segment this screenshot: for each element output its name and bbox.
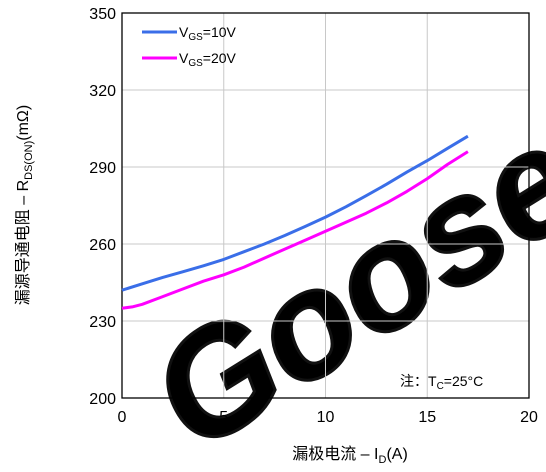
y-tick-label: 290 (89, 160, 116, 177)
x-tick-label: 20 (520, 409, 538, 426)
y-tick-label: 200 (89, 391, 116, 408)
y-axis-label: 漏源导通电阻 – RDS(ON)(mΩ) (14, 105, 35, 305)
y-tick-label: 350 (89, 6, 116, 23)
x-tick-label: 0 (118, 409, 127, 426)
series-lines (121, 134, 469, 310)
y-tick-label: 260 (89, 237, 116, 254)
legend: VGS=10V VGS=20V (142, 24, 237, 69)
watermark-text: Goose (123, 92, 546, 472)
watermark: Goose (121, 91, 546, 472)
series-line-vgs10 (121, 134, 469, 292)
x-axis-label: 漏极电流 – ID(A) (292, 445, 408, 466)
legend-label-vgs20: VGS=20V (179, 50, 237, 69)
series-line-vgs20 (121, 150, 469, 310)
grid (122, 13, 529, 398)
tick-labels: 0 5 10 15 20 200 230 260 290 320 350 (89, 6, 538, 426)
x-tick-label: 5 (219, 409, 228, 426)
y-tick-label: 320 (89, 83, 116, 100)
y-tick-label: 230 (89, 314, 116, 331)
x-tick-label: 10 (317, 409, 335, 426)
legend-label-vgs10: VGS=10V (179, 24, 237, 43)
plot-frame (121, 12, 530, 399)
annotation-tc: 注：TC=25°C (400, 373, 483, 392)
x-tick-label: 15 (418, 409, 436, 426)
